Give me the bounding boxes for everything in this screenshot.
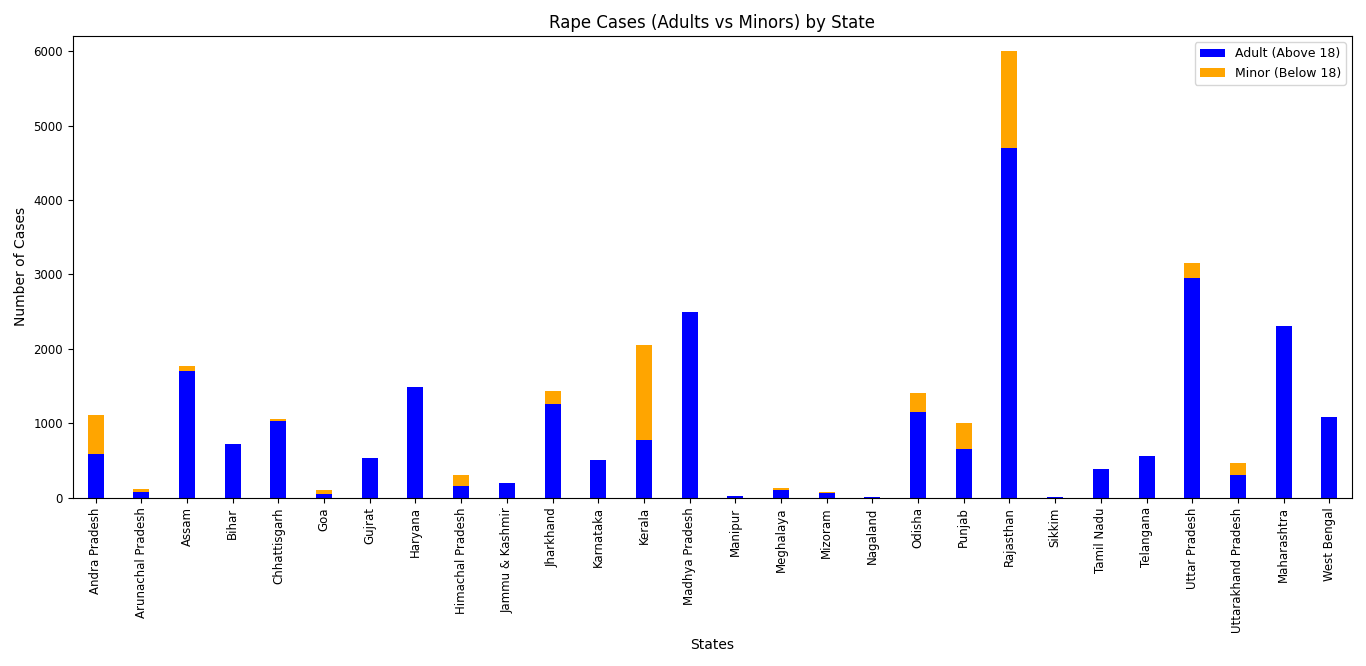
Bar bbox=[865, 497, 880, 498]
Bar bbox=[956, 423, 971, 449]
Bar bbox=[134, 490, 149, 492]
X-axis label: States: States bbox=[690, 638, 735, 652]
Bar bbox=[1184, 263, 1201, 278]
Bar bbox=[1001, 148, 1018, 498]
Bar bbox=[179, 371, 195, 498]
Legend: Adult (Above 18), Minor (Below 18): Adult (Above 18), Minor (Below 18) bbox=[1195, 43, 1346, 85]
Bar bbox=[1093, 470, 1109, 498]
Bar bbox=[87, 415, 104, 454]
Bar bbox=[270, 420, 287, 421]
Bar bbox=[270, 421, 287, 498]
Bar bbox=[910, 412, 926, 498]
Bar bbox=[454, 486, 469, 498]
Bar bbox=[1321, 417, 1337, 498]
Bar bbox=[1138, 456, 1154, 498]
Bar bbox=[316, 494, 332, 498]
Bar bbox=[407, 388, 423, 498]
Bar bbox=[179, 366, 195, 371]
Bar bbox=[545, 391, 560, 404]
Y-axis label: Number of Cases: Number of Cases bbox=[14, 207, 27, 326]
Bar bbox=[225, 444, 240, 498]
Bar bbox=[1001, 51, 1018, 148]
Bar bbox=[773, 488, 790, 490]
Bar bbox=[773, 490, 790, 498]
Title: Rape Cases (Adults vs Minors) by State: Rape Cases (Adults vs Minors) by State bbox=[549, 14, 876, 32]
Bar bbox=[316, 490, 332, 494]
Bar bbox=[818, 493, 835, 498]
Bar bbox=[637, 440, 652, 498]
Bar bbox=[1229, 474, 1246, 498]
Bar bbox=[499, 483, 515, 498]
Bar bbox=[362, 458, 378, 498]
Bar bbox=[727, 496, 743, 498]
Bar bbox=[682, 312, 698, 498]
Bar bbox=[818, 492, 835, 493]
Bar bbox=[1184, 278, 1201, 498]
Bar bbox=[454, 476, 469, 486]
Bar bbox=[1276, 326, 1292, 498]
Bar bbox=[637, 345, 652, 440]
Bar bbox=[1229, 464, 1246, 474]
Bar bbox=[134, 492, 149, 498]
Bar bbox=[87, 454, 104, 498]
Bar bbox=[956, 449, 971, 498]
Bar bbox=[545, 404, 560, 498]
Bar bbox=[910, 394, 926, 412]
Bar bbox=[590, 460, 607, 498]
